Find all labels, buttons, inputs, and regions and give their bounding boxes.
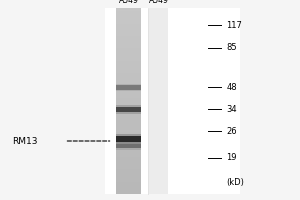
Bar xyxy=(116,67,141,70)
Bar xyxy=(116,144,141,148)
Bar xyxy=(116,73,141,76)
Bar xyxy=(116,82,141,86)
Bar xyxy=(116,136,141,142)
Bar xyxy=(116,98,141,101)
Bar xyxy=(116,160,141,163)
Bar xyxy=(116,14,141,17)
Bar xyxy=(116,92,141,95)
Bar xyxy=(116,48,141,51)
Bar xyxy=(116,166,141,169)
Text: A549: A549 xyxy=(148,0,168,5)
Bar xyxy=(116,188,141,191)
Bar xyxy=(116,101,141,104)
Text: A549: A549 xyxy=(118,0,138,5)
Bar xyxy=(116,54,141,58)
Bar xyxy=(116,8,141,11)
Bar xyxy=(116,134,141,144)
Bar xyxy=(116,175,141,179)
Bar xyxy=(116,20,141,23)
Bar xyxy=(116,70,141,73)
Bar xyxy=(116,39,141,42)
Bar xyxy=(116,138,141,141)
Bar xyxy=(116,76,141,79)
Bar xyxy=(116,105,141,114)
Text: 26: 26 xyxy=(226,127,237,136)
Bar xyxy=(116,110,141,113)
Bar xyxy=(116,88,141,92)
Bar xyxy=(116,85,141,90)
Bar xyxy=(116,85,141,89)
Bar xyxy=(116,11,141,14)
Bar xyxy=(116,26,141,30)
Bar xyxy=(116,42,141,45)
Bar xyxy=(116,51,141,54)
Bar xyxy=(116,172,141,175)
Bar xyxy=(116,142,141,150)
Bar xyxy=(116,84,141,91)
Bar xyxy=(116,107,141,110)
Bar xyxy=(116,126,141,129)
Bar xyxy=(116,36,141,39)
Text: 19: 19 xyxy=(226,154,237,162)
Bar xyxy=(116,61,141,64)
Bar xyxy=(116,163,141,166)
Text: 48: 48 xyxy=(226,83,237,92)
Bar xyxy=(116,116,141,120)
Bar xyxy=(116,107,141,112)
Bar xyxy=(116,119,141,123)
Bar xyxy=(116,95,141,98)
Bar xyxy=(116,191,141,194)
Text: 85: 85 xyxy=(226,44,237,52)
Bar xyxy=(116,141,141,144)
Bar xyxy=(116,150,141,154)
Bar xyxy=(116,135,141,138)
Text: (kD): (kD) xyxy=(226,178,244,186)
Bar xyxy=(116,104,141,107)
Bar xyxy=(105,8,240,194)
Text: RM13: RM13 xyxy=(12,136,38,146)
Bar xyxy=(116,45,141,48)
Bar xyxy=(116,132,141,135)
Bar xyxy=(116,129,141,132)
Bar xyxy=(116,122,141,126)
Bar xyxy=(116,30,141,33)
Bar xyxy=(116,147,141,151)
Bar xyxy=(116,64,141,67)
Bar xyxy=(148,8,168,194)
Bar xyxy=(116,57,141,61)
Bar xyxy=(116,23,141,27)
Bar xyxy=(116,113,141,116)
Bar xyxy=(116,178,141,182)
Bar xyxy=(116,154,141,157)
Bar xyxy=(116,184,141,188)
Bar xyxy=(116,79,141,82)
Bar xyxy=(116,33,141,36)
Bar xyxy=(116,169,141,172)
Bar xyxy=(116,17,141,20)
Bar xyxy=(116,157,141,160)
Bar xyxy=(116,181,141,185)
Text: 117: 117 xyxy=(226,21,242,29)
Text: 34: 34 xyxy=(226,104,237,114)
Bar xyxy=(116,144,141,148)
